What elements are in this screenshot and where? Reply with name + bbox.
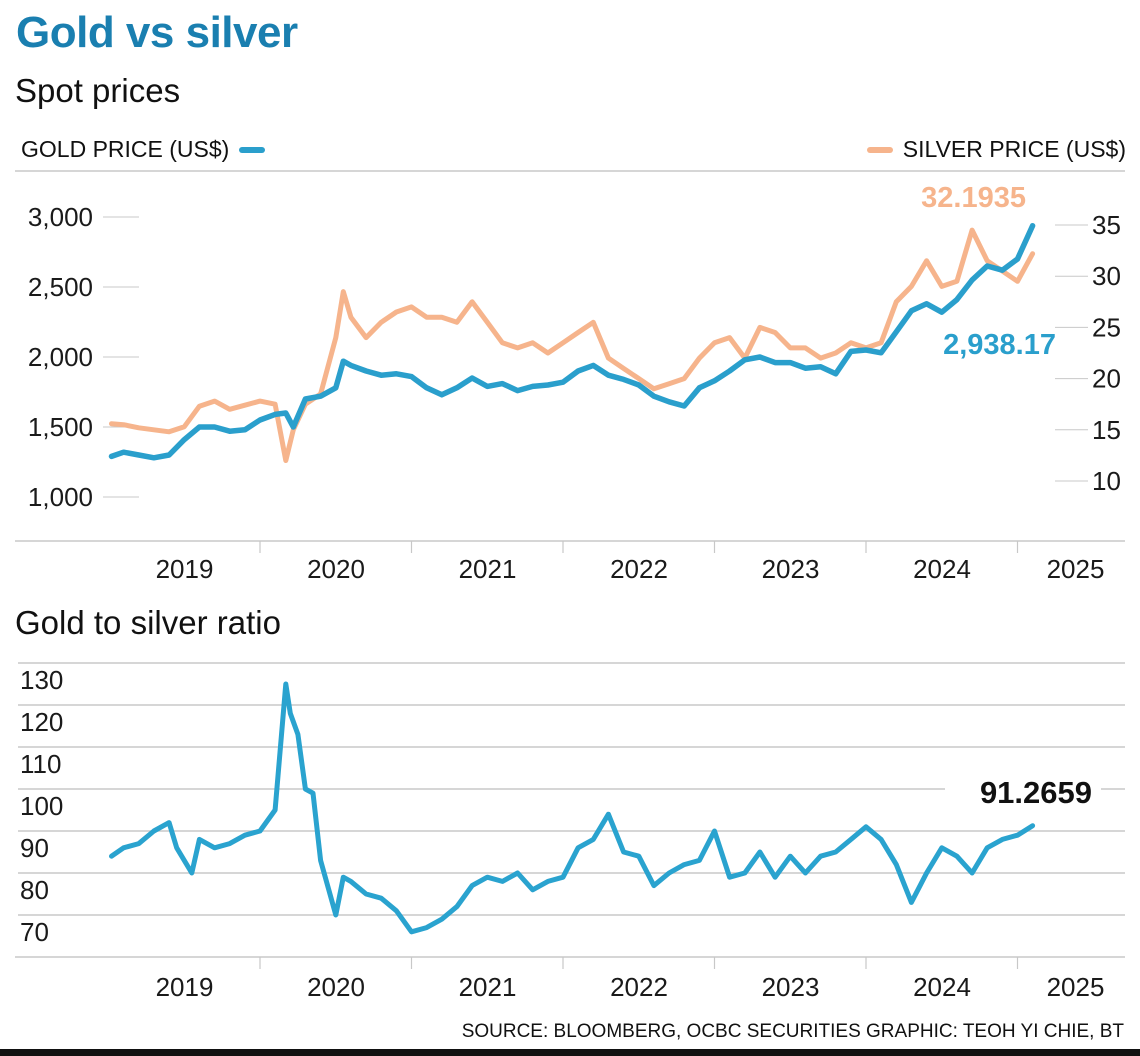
x-tick-label: 2023: [762, 972, 820, 1002]
left-y-tick-label: 1,500: [28, 412, 93, 442]
legend-silver-swatch-icon: [866, 146, 893, 153]
x-tick-label: 2019: [156, 972, 214, 1002]
legend-gold-swatch-icon: [239, 146, 266, 153]
left-y-tick-label: 2,000: [28, 342, 93, 372]
legend-gold: GOLD PRICE (US$): [21, 136, 266, 163]
y-tick-label: 130: [20, 665, 63, 695]
silver-last-value-label: 32.1935: [921, 182, 1026, 214]
legend-silver: SILVER PRICE (US$): [866, 136, 1126, 163]
silver-price-line: [109, 227, 1036, 463]
ratio-subtitle: Gold to silver ratio: [15, 604, 281, 641]
ratio-chart: 70 80 90 100 110 120 130 91.2659 2019 2020 2021 202…: [15, 662, 1125, 1002]
x-tick-label: 2019: [156, 554, 214, 584]
x-tick-label: 2020: [307, 972, 365, 1002]
x-tick-label: 2025: [1047, 554, 1105, 584]
left-y-tick-label: 2,500: [28, 272, 93, 302]
x-tick-label: 2022: [610, 972, 668, 1002]
y-tick-label: 70: [20, 917, 49, 947]
left-y-tick-label: 3,000: [28, 202, 93, 232]
right-y-tick-label: 25: [1092, 312, 1121, 342]
x-tick-label: 2024: [913, 972, 971, 1002]
spot-prices-chart: 1,0001,5002,0002,5003,00010152025303532.…: [15, 170, 1125, 584]
y-tick-label: 100: [20, 791, 63, 821]
right-y-tick-label: 15: [1092, 415, 1121, 445]
gold-price-line: [108, 222, 1036, 461]
chart-title: Gold vs silver: [16, 8, 298, 57]
y-tick-label: 90: [20, 833, 49, 863]
right-y-tick-label: 35: [1092, 210, 1121, 240]
y-tick-label: 110: [20, 749, 61, 779]
x-tick-label: 2023: [762, 554, 820, 584]
bottom-rule: [0, 1049, 1140, 1056]
x-tick-label: 2025: [1047, 972, 1105, 1002]
left-y-tick-label: 1,000: [28, 482, 93, 512]
legend-gold-label: GOLD PRICE (US$): [21, 136, 230, 162]
x-tick-label: 2024: [913, 554, 971, 584]
x-tick-label: 2021: [459, 554, 517, 584]
right-y-tick-label: 10: [1092, 466, 1121, 496]
gold-silver-ratio-line: [109, 681, 1036, 935]
x-tick-label: 2022: [610, 554, 668, 584]
right-y-tick-label: 30: [1092, 261, 1121, 291]
label-background: [945, 770, 1101, 810]
source-credit: SOURCE: BLOOMBERG, OCBC SECURITIES GRAPH…: [461, 1021, 1124, 1042]
right-y-tick-label: 20: [1092, 364, 1121, 394]
x-tick-label: 2020: [307, 554, 365, 584]
gold-last-value-label: 2,938.17: [943, 329, 1056, 361]
x-tick-label: 2021: [459, 972, 517, 1002]
y-tick-label: 120: [20, 707, 63, 737]
spot-prices-subtitle: Spot prices: [15, 72, 181, 109]
legend-silver-label: SILVER PRICE (US$): [902, 136, 1126, 162]
ratio-last-value-label: 91.2659: [980, 775, 1092, 810]
y-tick-label: 80: [20, 875, 49, 905]
